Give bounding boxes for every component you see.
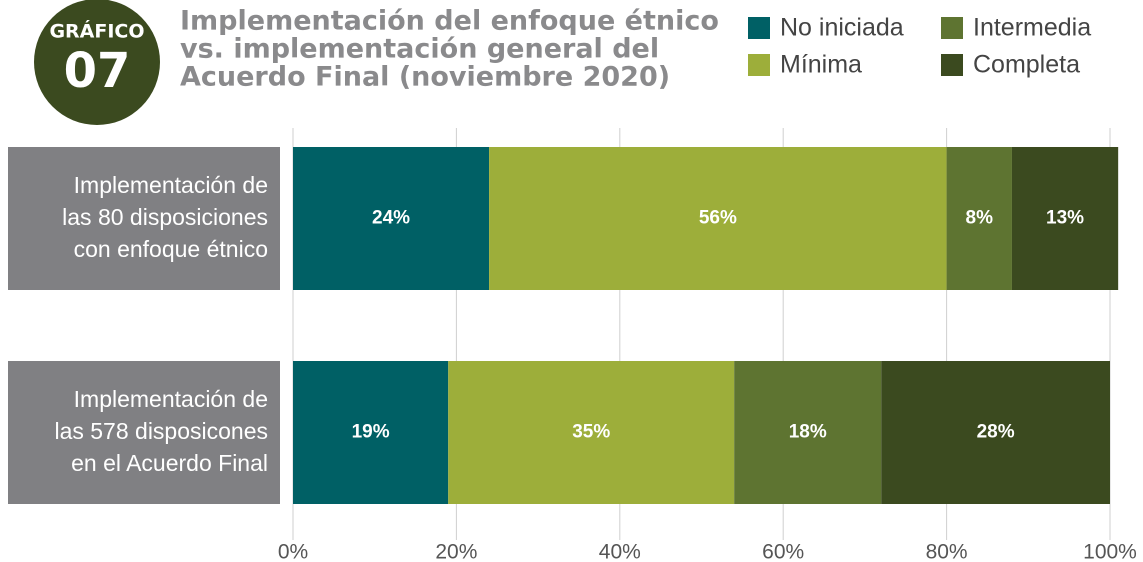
category-label: con enfoque étnico xyxy=(74,236,268,262)
category-label: en el Acuerdo Final xyxy=(71,450,268,476)
x-tick-label: 40% xyxy=(599,541,641,562)
data-label: 13% xyxy=(1046,208,1084,229)
category-box xyxy=(8,147,280,290)
bar-segment xyxy=(1011,147,1119,290)
legend-swatch xyxy=(748,54,770,76)
data-label: 56% xyxy=(699,208,737,229)
chart-title: vs. implementación general del xyxy=(180,34,659,65)
data-label: 28% xyxy=(977,422,1015,443)
bar-segment xyxy=(448,361,735,504)
legend-swatch xyxy=(941,17,963,39)
chart-title: Implementación del enfoque étnico xyxy=(180,6,719,37)
legend-label: No iniciada xyxy=(780,14,904,42)
category-box xyxy=(8,361,280,504)
x-tick-label: 0% xyxy=(278,541,308,562)
bar-segment xyxy=(946,147,1012,290)
x-tick-label: 80% xyxy=(926,541,968,562)
badge-number: 07 xyxy=(64,43,131,99)
bar-segment xyxy=(293,147,490,290)
category-label: Implementación de xyxy=(74,172,268,198)
data-label: 8% xyxy=(966,208,994,229)
category-label: las 80 disposiciones xyxy=(62,204,268,230)
category-label: Implementación de xyxy=(74,386,268,412)
data-label: 24% xyxy=(372,208,410,229)
bar-segment xyxy=(881,361,1110,504)
legend-swatch xyxy=(748,17,770,39)
data-label: 35% xyxy=(572,422,610,443)
category-label: las 578 disposicones xyxy=(54,418,268,444)
badge xyxy=(34,0,160,125)
legend-swatch xyxy=(941,54,963,76)
legend-label: Intermedia xyxy=(973,14,1091,42)
badge-label: GRÁFICO xyxy=(49,20,144,43)
bar-segment xyxy=(734,361,882,504)
data-label: 18% xyxy=(789,422,827,443)
x-tick-label: 20% xyxy=(435,541,477,562)
x-tick-label: 60% xyxy=(762,541,804,562)
chart-title: Acuerdo Final (noviembre 2020) xyxy=(180,62,670,93)
bar-segment xyxy=(293,361,449,504)
bar-segment xyxy=(489,147,947,290)
data-label: 19% xyxy=(352,422,390,443)
x-tick-label: 100% xyxy=(1083,541,1137,562)
legend-label: Mínima xyxy=(780,51,862,79)
legend-label: Completa xyxy=(973,51,1080,79)
